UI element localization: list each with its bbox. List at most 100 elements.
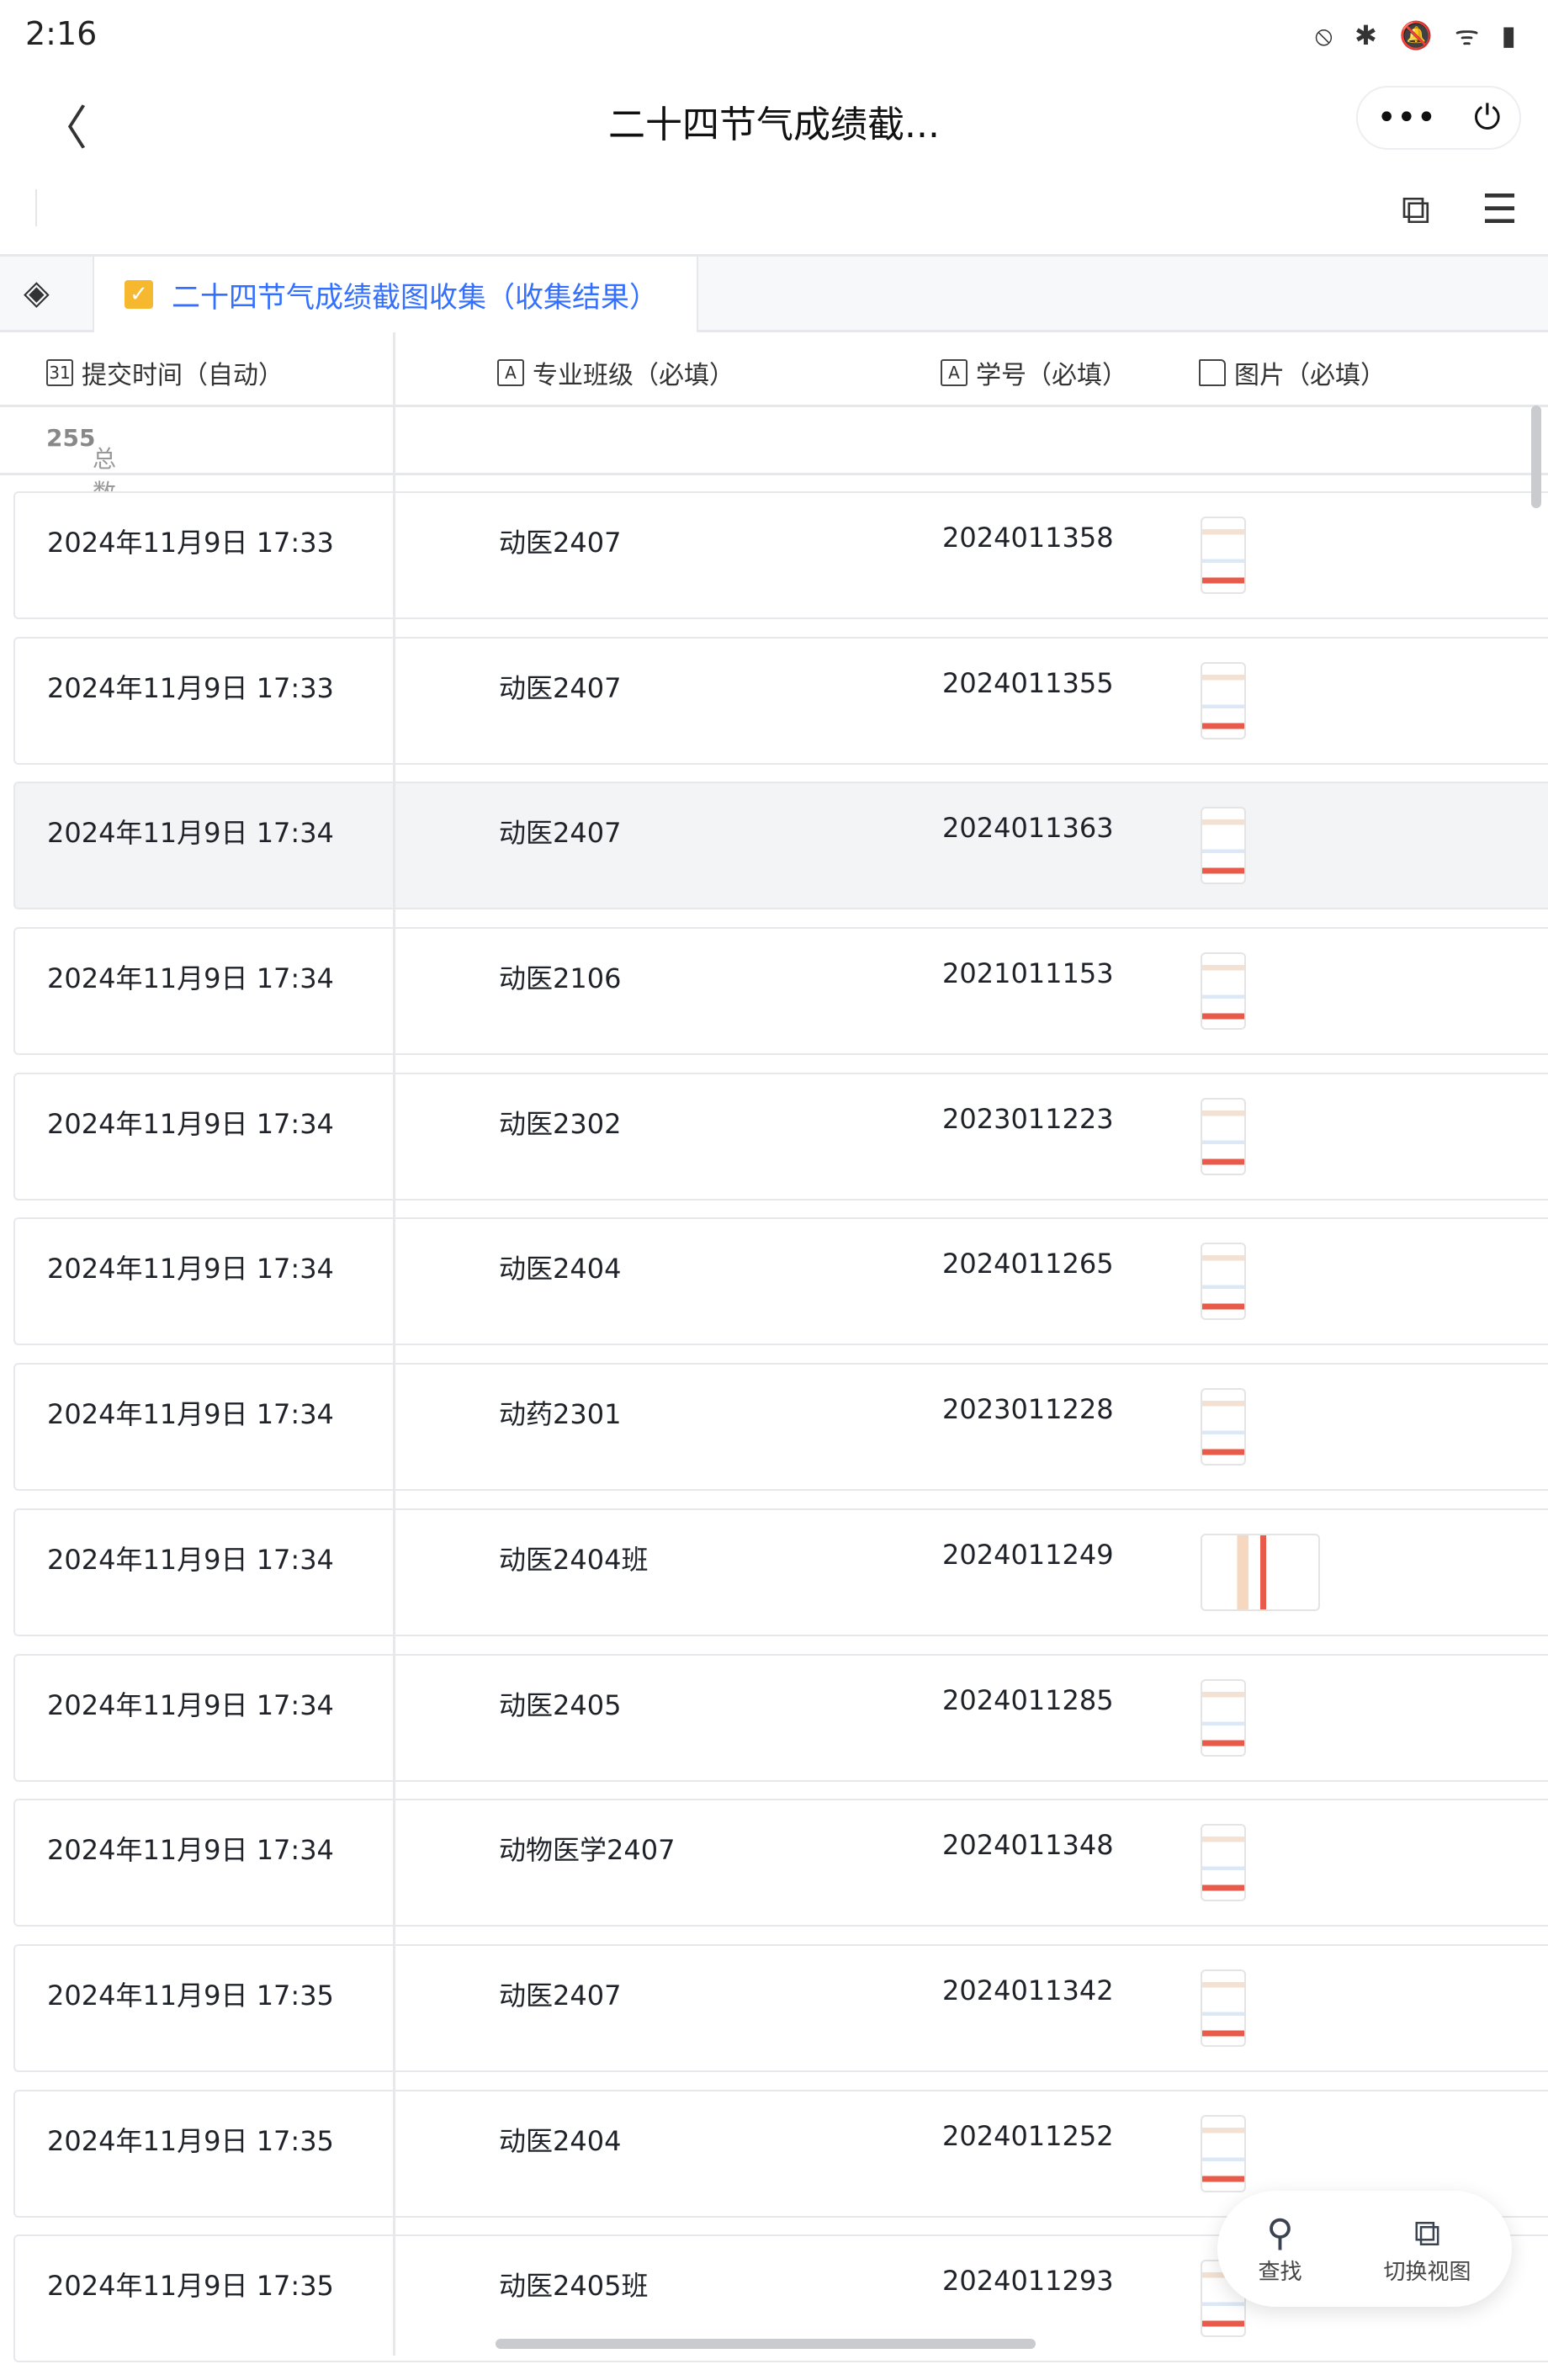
class-cell: 动医2405	[499, 1688, 622, 1721]
table-row[interactable]: 2024年11月9日 17:34 动医2106 2021011153	[13, 927, 1548, 1056]
text-field-icon: A	[497, 359, 524, 386]
back-icon[interactable]: 〈	[40, 102, 87, 156]
image-thumbnail[interactable]	[1201, 1678, 1246, 1757]
class-cell: 动医2407	[499, 817, 622, 850]
class-cell: 动医2407	[499, 527, 622, 559]
class-cell: 动医2407	[499, 671, 622, 704]
student-id-cell: 2023011228	[942, 1393, 1114, 1426]
horizontal-scrollbar[interactable]	[496, 2339, 1036, 2349]
column-image[interactable]: 图片（必填）	[1199, 354, 1386, 391]
class-cell: 动医2404班	[499, 1543, 649, 1576]
column-divider	[393, 332, 395, 2356]
table-row[interactable]: 2024年11月9日 17:34 动医2404 2024011265	[13, 1217, 1548, 1346]
switch-view-icon: ⧉	[1413, 2211, 1441, 2255]
student-id-cell: 2024011252	[942, 2119, 1114, 2152]
student-id-cell: 2024011355	[942, 666, 1114, 699]
table-row[interactable]: 2024年11月9日 17:35 动医2407 2024011342	[13, 1943, 1548, 2072]
search-icon: ⚲	[1266, 2211, 1294, 2255]
column-student-id[interactable]: A 学号（必填）	[941, 354, 1127, 391]
capsule-menu: ••• ⏻	[1356, 86, 1521, 150]
search-label: 查找	[1258, 2259, 1302, 2285]
text-field-icon: A	[941, 359, 968, 386]
class-cell: 动医2302	[499, 1107, 622, 1140]
calendar-icon: 31	[46, 359, 73, 386]
student-id-cell: 2024011265	[942, 1248, 1114, 1280]
power-icon[interactable]: ⏻	[1473, 98, 1501, 137]
table-row[interactable]: 2024年11月9日 17:34 动医2404班 2024011249	[13, 1508, 1548, 1636]
submit-time-cell: 2024年11月9日 17:34	[47, 1398, 334, 1431]
image-thumbnail[interactable]	[1201, 1388, 1246, 1466]
submit-time-cell: 2024年11月9日 17:34	[47, 1253, 334, 1285]
table-row[interactable]: 2024年11月9日 17:35 动医2404 2024011252	[13, 2089, 1548, 2218]
image-thumbnail[interactable]	[1201, 1969, 1246, 2047]
column-label: 学号（必填）	[976, 361, 1127, 390]
student-id-cell: 2024011293	[942, 2265, 1114, 2298]
image-thumbnail[interactable]	[1201, 1243, 1246, 1321]
table-row[interactable]: 2024年11月9日 17:34 动物医学2407 2024011348	[13, 1799, 1548, 1927]
class-cell: 动医2106	[499, 962, 622, 995]
toolbar: ⧉ ☰	[0, 181, 1548, 240]
switch-view-button[interactable]: ⧉ 切换视图	[1383, 2211, 1471, 2286]
image-thumbnail[interactable]	[1201, 1824, 1246, 1902]
column-label: 图片（必填）	[1234, 361, 1386, 390]
status-bar: 2:16 ⦸ ✱ 🔕 ᯤ ▮	[0, 0, 1548, 67]
image-thumbnail[interactable]	[1201, 1097, 1246, 1175]
class-cell: 动医2404	[499, 1253, 622, 1285]
student-id-cell: 2024011285	[942, 1683, 1114, 1716]
class-cell: 动药2301	[499, 1398, 622, 1431]
submit-time-cell: 2024年11月9日 17:34	[47, 1107, 334, 1140]
more-icon[interactable]: •••	[1376, 98, 1437, 137]
student-id-cell: 2024011363	[942, 812, 1114, 845]
submit-time-cell: 2024年11月9日 17:35	[47, 2124, 334, 2157]
status-time: 2:16	[25, 15, 98, 52]
table-row[interactable]: 2024年11月9日 17:34 动药2301 2023011228	[13, 1363, 1548, 1492]
folder-icon	[1199, 359, 1226, 386]
menu-icon[interactable]: ☰	[1481, 186, 1518, 233]
column-label: 专业班级（必填）	[533, 361, 734, 390]
table-row[interactable]: 2024年11月9日 17:34 动医2407 2024011363	[13, 782, 1548, 910]
submit-time-cell: 2024年11月9日 17:33	[47, 671, 334, 704]
student-id-cell: 2024011348	[942, 1829, 1114, 1862]
total-row: 总数 255	[0, 407, 1548, 506]
layers-icon[interactable]: ◈	[24, 273, 50, 312]
submit-time-cell: 2024年11月9日 17:34	[47, 962, 334, 995]
class-cell: 动医2404	[499, 2124, 622, 2157]
image-thumbnail[interactable]	[1201, 807, 1246, 885]
search-button[interactable]: ⚲ 查找	[1258, 2211, 1302, 2286]
checkbox-icon: ✓	[125, 280, 153, 309]
class-cell: 动物医学2407	[499, 1834, 676, 1867]
column-header: 31 提交时间（自动） A 专业班级（必填） A 学号（必填） 图片（必填）	[0, 332, 1548, 407]
switch-view-label: 切换视图	[1383, 2259, 1471, 2285]
submit-time-cell: 2024年11月9日 17:35	[47, 2270, 334, 2303]
student-id-cell: 2024011249	[942, 1538, 1114, 1571]
image-thumbnail[interactable]	[1201, 517, 1246, 594]
image-thumbnail[interactable]	[1201, 2114, 1246, 2192]
submit-time-cell: 2024年11月9日 17:35	[47, 1979, 334, 2012]
divider	[35, 189, 37, 226]
submit-time-cell: 2024年11月9日 17:33	[47, 527, 334, 559]
table-row[interactable]: 2024年11月9日 17:33 动医2407 2024011355	[13, 636, 1548, 765]
student-id-cell: 2024011358	[942, 522, 1114, 554]
student-id-cell: 2023011223	[942, 1102, 1114, 1135]
table-row[interactable]: 2024年11月9日 17:33 动医2407 2024011358	[13, 491, 1548, 619]
sheet-tab-bar: ◈ ✓ 二十四节气成绩截图收集（收集结果）	[0, 254, 1548, 332]
image-thumbnail[interactable]	[1201, 661, 1246, 739]
table-row[interactable]: 2024年11月9日 17:34 动医2405 2024011285	[13, 1653, 1548, 1782]
total-count: 总数 255	[46, 424, 117, 506]
table-row[interactable]: 2024年11月9日 17:34 动医2302 2023011223	[13, 1072, 1548, 1201]
vertical-scrollbar[interactable]	[1531, 406, 1541, 508]
image-thumbnail[interactable]	[1201, 1533, 1320, 1611]
image-thumbnail[interactable]	[1201, 952, 1246, 1031]
sheet-tab-label: 二十四节气成绩截图收集（收集结果）	[172, 280, 658, 315]
column-submit-time[interactable]: 31 提交时间（自动）	[46, 354, 284, 391]
record-list: 2024年11月9日 17:33 动医2407 2024011358 2024年…	[13, 491, 1548, 2380]
floating-actions: ⚲ 查找 ⧉ 切换视图	[1217, 2191, 1512, 2307]
student-id-cell: 2021011153	[942, 957, 1114, 990]
sheet-tab[interactable]: ✓ 二十四节气成绩截图收集（收集结果）	[93, 257, 698, 332]
submit-time-cell: 2024年11月9日 17:34	[47, 817, 334, 850]
class-cell: 动医2405班	[499, 2270, 649, 2303]
share-icon[interactable]: ⧉	[1401, 186, 1430, 233]
column-label: 提交时间（自动）	[82, 361, 284, 390]
column-class[interactable]: A 专业班级（必填）	[497, 354, 734, 391]
status-icons: ⦸ ✱ 🔕 ᯤ ▮	[1314, 19, 1523, 51]
